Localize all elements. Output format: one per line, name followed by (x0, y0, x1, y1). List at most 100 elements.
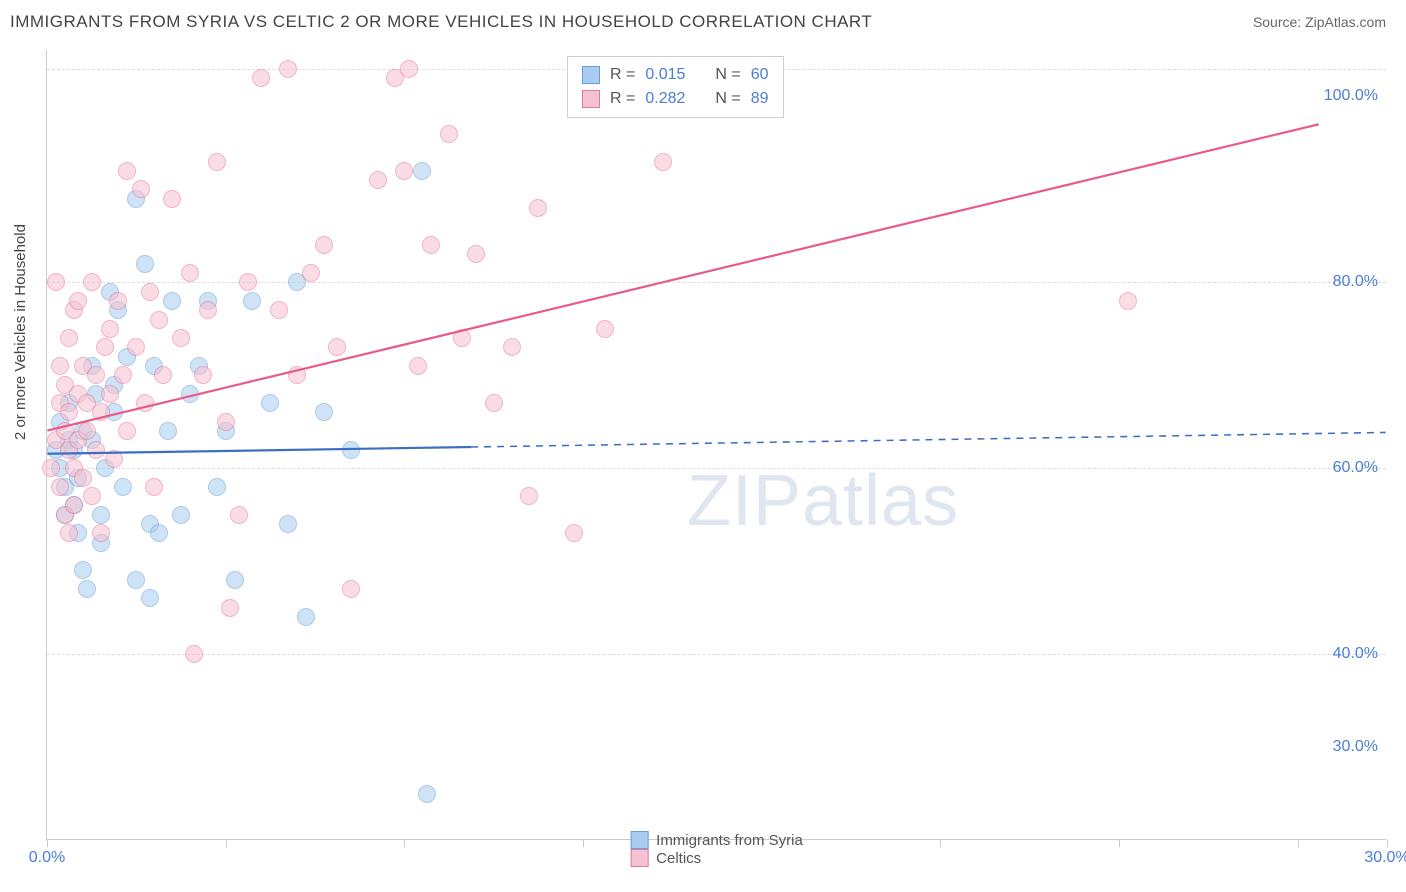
scatter-point (520, 487, 538, 505)
scatter-point (127, 571, 145, 589)
header: IMMIGRANTS FROM SYRIA VS CELTIC 2 OR MOR… (0, 0, 1406, 40)
legend-label: Immigrants from Syria (656, 832, 803, 849)
watermark: ZIPatlas (687, 460, 959, 542)
chart-plot-area: ZIPatlas 30.0%40.0%60.0%80.0%100.0% 0.0%… (46, 50, 1386, 840)
scatter-point (136, 394, 154, 412)
scatter-point (141, 589, 159, 607)
scatter-point (69, 292, 87, 310)
scatter-point (654, 153, 672, 171)
scatter-point (315, 236, 333, 254)
scatter-point (328, 338, 346, 356)
scatter-point (114, 478, 132, 496)
scatter-point (141, 283, 159, 301)
scatter-point (529, 199, 547, 217)
scatter-point (181, 385, 199, 403)
scatter-point (101, 320, 119, 338)
scatter-point (302, 264, 320, 282)
scatter-point (194, 366, 212, 384)
scatter-point (342, 580, 360, 598)
legend-r-value: 0.015 (645, 63, 685, 87)
scatter-point (199, 301, 217, 319)
scatter-point (101, 385, 119, 403)
scatter-point (92, 403, 110, 421)
scatter-point (47, 273, 65, 291)
x-tick (1298, 839, 1299, 847)
legend-swatch (582, 90, 600, 108)
scatter-point (485, 394, 503, 412)
scatter-point (596, 320, 614, 338)
x-tick (404, 839, 405, 847)
trend-lines (47, 50, 1386, 839)
scatter-point (159, 422, 177, 440)
legend-r-label: R = (610, 87, 635, 111)
scatter-point (163, 190, 181, 208)
scatter-point (413, 162, 431, 180)
legend-r-value: 0.282 (645, 87, 685, 111)
scatter-point (51, 357, 69, 375)
scatter-point (136, 255, 154, 273)
scatter-point (105, 450, 123, 468)
scatter-point (83, 487, 101, 505)
scatter-point (154, 366, 172, 384)
legend-n-label: N = (715, 63, 740, 87)
scatter-point (288, 366, 306, 384)
y-tick-label: 30.0% (1333, 738, 1378, 756)
scatter-point (422, 236, 440, 254)
scatter-point (87, 441, 105, 459)
scatter-point (221, 599, 239, 617)
x-tick (1387, 839, 1388, 847)
x-tick (47, 839, 48, 847)
scatter-point (261, 394, 279, 412)
scatter-point (51, 478, 69, 496)
scatter-point (127, 338, 145, 356)
x-tick (1119, 839, 1120, 847)
x-tick (583, 839, 584, 847)
scatter-point (418, 785, 436, 803)
scatter-point (369, 171, 387, 189)
scatter-point (400, 60, 418, 78)
y-axis-label: 2 or more Vehicles in Household (12, 224, 29, 440)
scatter-point (74, 561, 92, 579)
scatter-point (208, 153, 226, 171)
scatter-point (239, 273, 257, 291)
x-tick (940, 839, 941, 847)
scatter-point (172, 329, 190, 347)
source-text: Source: ZipAtlas.com (1253, 14, 1386, 30)
legend-item: Immigrants from Syria (630, 831, 803, 849)
scatter-point (150, 311, 168, 329)
scatter-point (440, 125, 458, 143)
scatter-point (163, 292, 181, 310)
scatter-point (503, 338, 521, 356)
scatter-point (252, 69, 270, 87)
scatter-point (226, 571, 244, 589)
scatter-point (78, 580, 96, 598)
gridline (47, 468, 1386, 469)
scatter-point (114, 366, 132, 384)
legend-swatch (630, 849, 648, 867)
scatter-point (270, 301, 288, 319)
scatter-point (409, 357, 427, 375)
scatter-point (315, 403, 333, 421)
legend-row: R = 0.282 N = 89 (582, 87, 769, 111)
scatter-point (42, 459, 60, 477)
legend-item: Celtics (630, 849, 803, 867)
scatter-point (74, 469, 92, 487)
scatter-point (279, 515, 297, 533)
scatter-point (217, 413, 235, 431)
scatter-point (185, 645, 203, 663)
scatter-point (1119, 292, 1137, 310)
scatter-point (467, 245, 485, 263)
legend-n-label: N = (715, 87, 740, 111)
scatter-point (60, 524, 78, 542)
series-legend: Immigrants from Syria Celtics (630, 831, 803, 867)
legend-label: Celtics (656, 850, 701, 867)
scatter-point (118, 422, 136, 440)
scatter-point (65, 496, 83, 514)
scatter-point (172, 506, 190, 524)
scatter-point (208, 478, 226, 496)
y-tick-label: 60.0% (1333, 459, 1378, 477)
x-tick (226, 839, 227, 847)
scatter-point (132, 180, 150, 198)
scatter-point (92, 524, 110, 542)
scatter-point (181, 264, 199, 282)
